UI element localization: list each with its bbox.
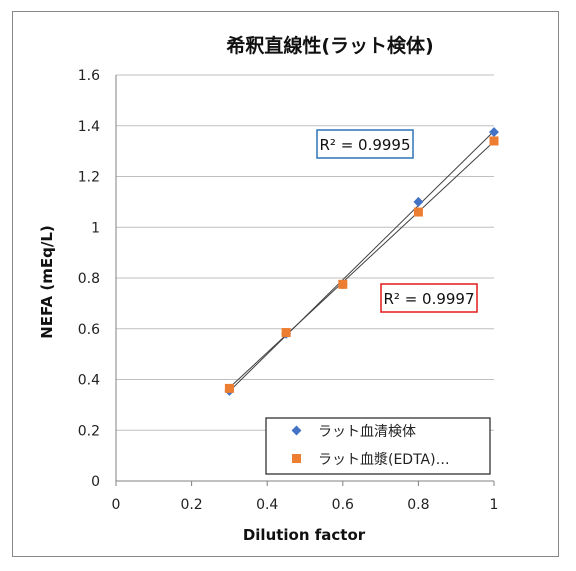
r2-label-plasma: R² = 0.9997 — [383, 290, 474, 308]
r2-label-serum: R² = 0.9995 — [319, 136, 410, 154]
r2-box-serum — [316, 129, 414, 159]
legend: ラット血清検体 ラット血漿(EDTA)… — [265, 417, 491, 475]
data-point-plasma — [489, 136, 499, 146]
data-point-serum — [413, 196, 424, 207]
y-tick-label: 1.4 — [78, 119, 100, 135]
y-tick-label: 0.6 — [78, 322, 100, 338]
legend-label-plasma: ラット血漿(EDTA)… — [318, 452, 450, 468]
gridlines — [116, 74, 494, 431]
y-tick-label: 1 — [91, 220, 100, 236]
y-tick-label: 1.6 — [78, 68, 100, 84]
x-tick-label: 0.2 — [180, 497, 202, 513]
r2-box-plasma — [380, 283, 478, 313]
trendlines — [229, 130, 495, 392]
legend-marker-serum — [291, 425, 302, 436]
data-point-plasma — [224, 383, 234, 393]
axes: 0 0.2 0.4 0.6 0.8 1 1.2 1.4 1.6 0 0.2 0.4 0.6 0.8 1 — [78, 68, 499, 513]
x-tick-label: 0 — [112, 497, 121, 513]
y-tick-label: 0.4 — [78, 373, 100, 389]
trendline-series-1 — [229, 130, 495, 392]
y-tick-label: 0.8 — [78, 271, 100, 287]
y-tick-label: 0 — [91, 474, 100, 490]
y-tick-label: 0.2 — [78, 423, 100, 439]
legend-box — [265, 417, 491, 475]
legend-marker-plasma — [292, 454, 301, 463]
data-point-plasma — [413, 207, 423, 217]
y-axis-title: NEFA (mEq/L) — [38, 225, 56, 339]
data-point-serum — [489, 127, 499, 138]
legend-label-serum: ラット血清検体 — [318, 424, 416, 440]
trendline-series-2 — [229, 141, 495, 389]
y-tick-label: 1.2 — [78, 170, 100, 186]
data-point-plasma — [281, 328, 291, 338]
x-tick-label: 0.8 — [407, 497, 429, 513]
data-point-plasma — [338, 279, 348, 289]
x-tick-label: 0.4 — [256, 497, 278, 513]
x-axis-title: Dilution factor — [243, 526, 366, 544]
x-tick-label: 1 — [490, 497, 499, 513]
chart-title: 希釈直線性(ラット検体) — [226, 34, 433, 57]
data-points — [224, 127, 499, 396]
x-tick-label: 0.6 — [332, 497, 354, 513]
